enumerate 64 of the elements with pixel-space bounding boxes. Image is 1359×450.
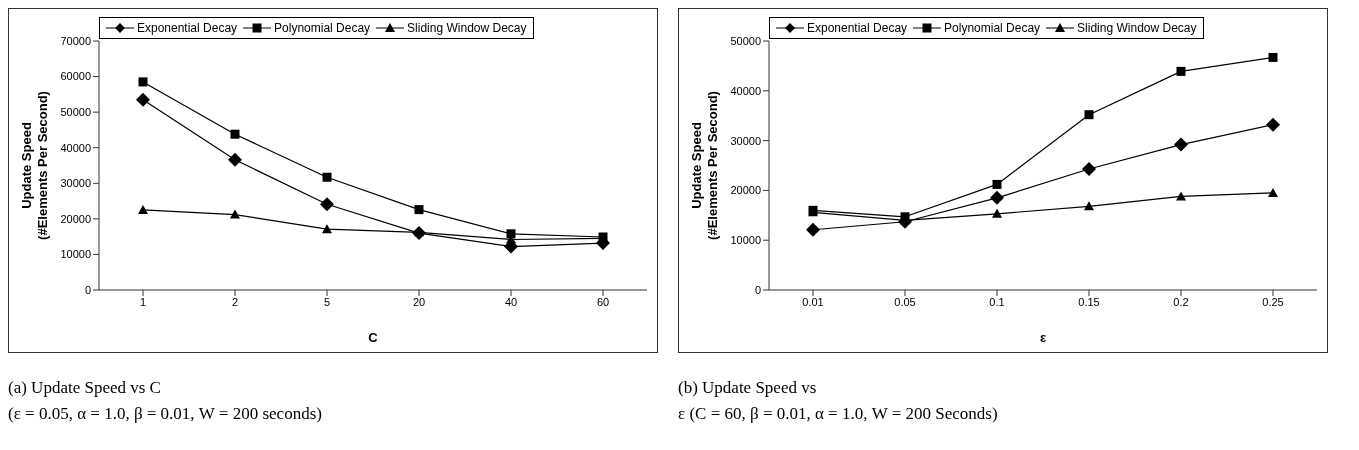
point [506, 229, 516, 239]
point [230, 129, 240, 139]
y-tick-label: 40000 [60, 141, 91, 154]
legend-label: Sliding Window Decay [1077, 21, 1197, 35]
point [806, 222, 820, 237]
text: ε (C = 60, β = 0.01, α = 1.0, W = 200 Seconds) [678, 403, 999, 425]
text: (ε = 0.05, α = 1.0, β = 0.01, W = 200 seconds) [8, 403, 323, 425]
legend-label: Polynomial Decay [274, 21, 371, 35]
point [322, 172, 332, 182]
y-tick-label: 10000 [60, 248, 91, 261]
x-tick-label: 0.25 [1262, 295, 1284, 308]
point [1176, 66, 1186, 76]
legend-label: Polynomial Decay [944, 21, 1041, 35]
y-tick-label: 30000 [60, 177, 91, 190]
x-tick-label: 20 [412, 295, 426, 308]
y-tick-label: 60000 [60, 70, 91, 83]
point [992, 208, 1002, 218]
legend-label: Exponential Decay [137, 21, 238, 35]
y-tick-label: 70000 [60, 34, 91, 47]
point [1268, 52, 1278, 62]
point [1084, 201, 1094, 211]
x-axis-title: ε [1039, 330, 1047, 345]
point [1174, 137, 1188, 152]
y-tick-label: 10000 [730, 234, 761, 247]
x-tick-label: 40 [504, 295, 518, 308]
y-tick-label: 20000 [730, 184, 761, 197]
point [228, 152, 242, 167]
y-tick-label: 30000 [730, 134, 761, 147]
x-tick-label: 0.2 [1173, 295, 1189, 308]
x-tick-label: 5 [323, 295, 331, 308]
x-tick-label: 1 [139, 295, 147, 308]
text: (b) Update Speed vs [678, 377, 818, 399]
y-axis-title: Update Speed (#Elements Per Second) [689, 91, 720, 240]
point [138, 204, 148, 214]
point [1266, 117, 1280, 132]
y-tick-label: 0 [84, 283, 91, 296]
point [322, 224, 332, 234]
point [136, 92, 150, 107]
x-tick-label: 60 [596, 295, 610, 308]
y-tick-label: 20000 [60, 212, 91, 225]
point [992, 179, 1002, 189]
y-tick-label: 0 [754, 283, 761, 296]
point [1268, 187, 1278, 197]
text: (a) Update Speed vs C [8, 377, 162, 399]
y-tick-label: 50000 [60, 106, 91, 119]
point [320, 197, 334, 212]
y-tick-label: 50000 [730, 34, 761, 47]
point [990, 190, 1004, 205]
point [1176, 191, 1186, 201]
y-tick-label: 40000 [730, 84, 761, 97]
x-axis-title: C [368, 330, 379, 345]
legend-label: Exponential Decay [807, 21, 908, 35]
legend-label: Sliding Window Decay [407, 21, 527, 35]
point [138, 77, 148, 87]
point [414, 205, 424, 215]
point [1084, 110, 1094, 120]
x-tick-label: 2 [231, 295, 239, 308]
point [230, 209, 240, 219]
point [1082, 161, 1096, 176]
x-tick-label: 0.1 [989, 295, 1005, 308]
x-tick-label: 0.15 [1078, 295, 1100, 308]
y-axis-title: Update Speed (#Elements Per Second) [19, 91, 50, 240]
x-tick-label: 0.05 [894, 295, 916, 308]
x-tick-label: 0.01 [802, 295, 824, 308]
